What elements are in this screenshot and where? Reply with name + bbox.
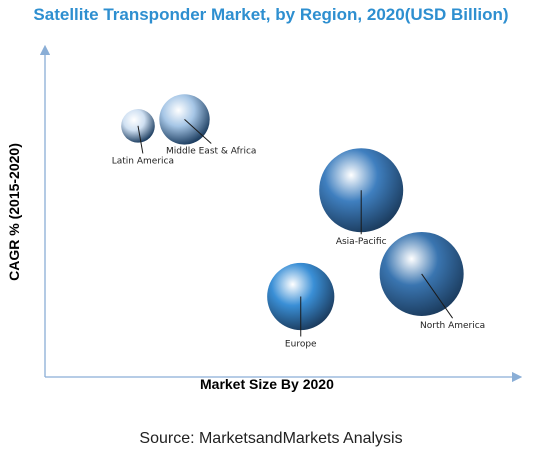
bubble-latin-america [121, 109, 155, 143]
bubble-label: Asia-Pacific [336, 237, 387, 247]
bubble-label: Middle East & Africa [166, 146, 256, 156]
bubble-label: Europe [285, 340, 317, 350]
leader-line [184, 119, 212, 144]
x-axis-label: Market Size By 2020 [200, 376, 334, 392]
chart-title: Satellite Transponder Market, by Region,… [33, 5, 509, 24]
source-note: Source: MarketsandMarkets Analysis [139, 430, 403, 447]
leader-line [421, 273, 454, 319]
bubble-label: Latin America [112, 156, 174, 166]
leader-line [137, 125, 144, 154]
bubble-label: North America [420, 321, 485, 331]
